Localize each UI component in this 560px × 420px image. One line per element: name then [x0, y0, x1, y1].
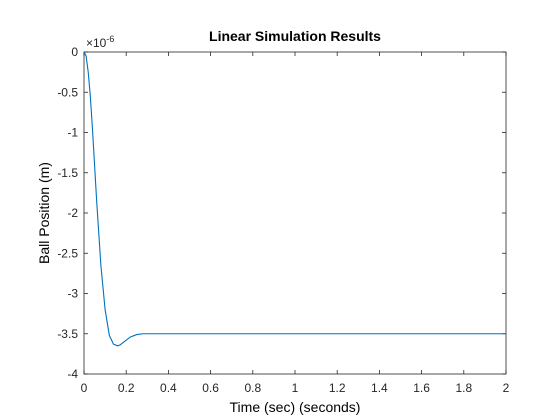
y-tick-label: -4	[67, 367, 78, 381]
y-axis-label: Ball Position (m)	[36, 162, 52, 264]
y-exponent-base: ×10	[86, 36, 107, 50]
x-tick-label: 1.4	[371, 381, 388, 395]
x-tick-label: 2	[503, 381, 510, 395]
y-tick-label: -1.5	[57, 166, 78, 180]
y-ticks: 0 -0.5 -1 -1.5 -2 -2.5 -3 -3.5 -4	[57, 45, 506, 381]
y-tick-label: -0.5	[57, 85, 78, 99]
chart-title: Linear Simulation Results	[209, 28, 381, 44]
x-tick-label: 0	[81, 381, 88, 395]
x-tick-label: 1.6	[413, 381, 430, 395]
x-tick-label: 1.2	[329, 381, 346, 395]
x-tick-label: 0.6	[202, 381, 219, 395]
x-tick-label: 1	[292, 381, 299, 395]
x-tick-label: 1.8	[455, 381, 472, 395]
y-tick-label: -2.5	[57, 246, 78, 260]
y-tick-label: 0	[71, 45, 78, 59]
y-exponent-power: -6	[106, 34, 114, 44]
x-tick-label: 0.2	[118, 381, 135, 395]
x-axis-label: Time (sec) (seconds)	[230, 399, 361, 415]
y-tick-label: -3.5	[57, 327, 78, 341]
y-tick-label: -2	[67, 206, 78, 220]
x-tick-label: 0.4	[160, 381, 177, 395]
series-line	[83, 51, 506, 347]
y-exponent-label: ×10-6	[86, 34, 114, 50]
plot-area	[83, 51, 507, 375]
series-layer	[83, 51, 506, 347]
y-tick-label: -3	[67, 287, 78, 301]
x-ticks: 0 0.2 0.4 0.6 0.8 1 1.2 1.4 1.6 1.8 2	[81, 52, 510, 395]
y-tick-label: -1	[67, 126, 78, 140]
x-tick-label: 0.8	[244, 381, 261, 395]
